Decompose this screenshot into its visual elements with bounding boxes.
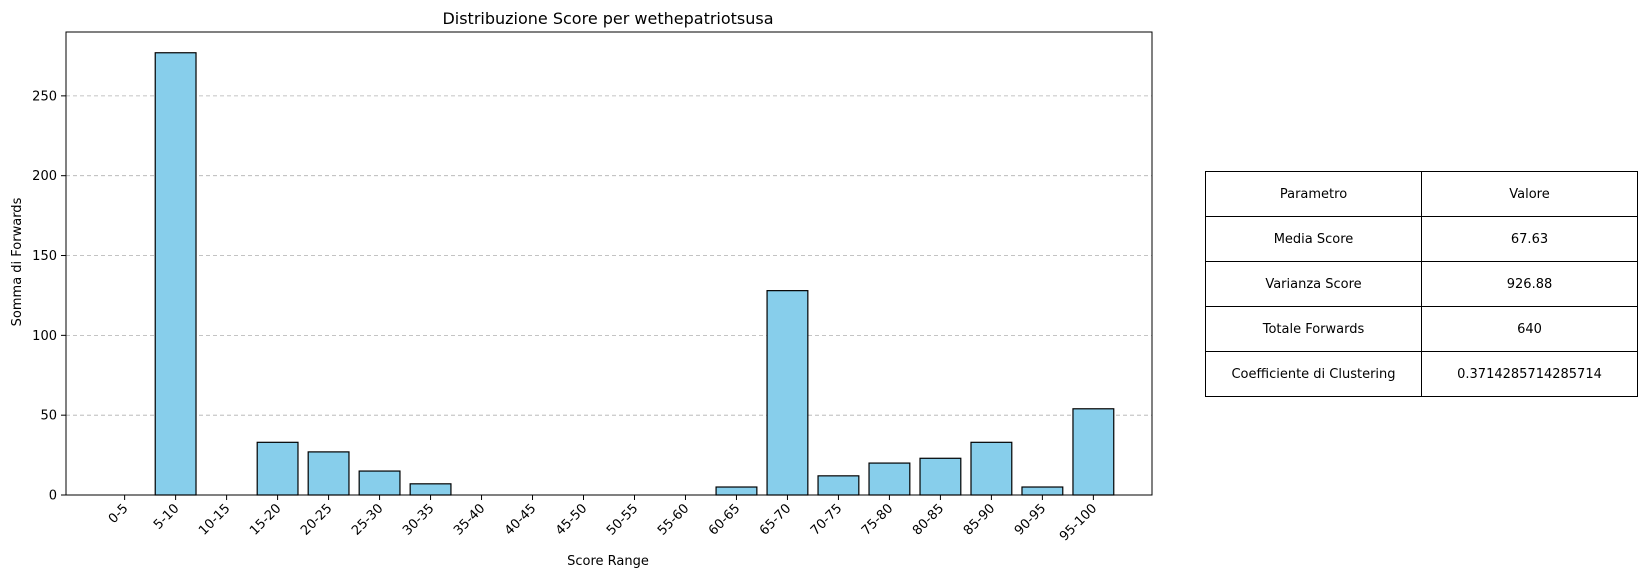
x-tick-label: 50-55 — [604, 501, 641, 538]
x-tick-label: 20-25 — [298, 501, 335, 538]
table-row: Coefficiente di Clustering 0.37142857142… — [1205, 351, 1638, 397]
plot-frame — [65, 31, 1153, 496]
table-cell-value: 640 — [1421, 306, 1638, 352]
bar-65-70 — [766, 290, 809, 496]
table-row: Totale Forwards 640 — [1205, 306, 1638, 352]
x-tick-label: 95-100 — [1057, 501, 1100, 544]
x-tick-label: 70-75 — [808, 501, 845, 538]
x-tick-label: 35-40 — [451, 501, 488, 538]
bar-80-85 — [919, 457, 962, 496]
bar-30-35 — [409, 483, 452, 496]
bar-25-30 — [358, 470, 401, 496]
bar-70-75 — [817, 475, 860, 496]
y-tick-label: 250 — [32, 89, 57, 104]
x-tick-label: 55-60 — [655, 501, 692, 538]
table-cell-parameter: Totale Forwards — [1205, 306, 1422, 352]
y-tick-label: 50 — [40, 409, 57, 424]
table-cell-value: 67.63 — [1421, 216, 1638, 262]
x-tick-label: 80-85 — [910, 501, 947, 538]
bar-95-100 — [1072, 408, 1115, 496]
y-axis-ticks: 0 50 100 150 200 250 — [32, 89, 66, 504]
table-row: Varianza Score 926.88 — [1205, 261, 1638, 307]
x-tick-label: 60-65 — [706, 501, 743, 538]
x-tick-label: 45-50 — [553, 501, 590, 538]
x-tick-label: 90-95 — [1012, 501, 1049, 538]
bar-20-25 — [307, 451, 350, 496]
x-tick-label: 40-45 — [502, 501, 539, 538]
y-tick-label: 100 — [32, 329, 57, 344]
x-tick-label: 10-15 — [196, 501, 233, 538]
bar-60-65 — [715, 486, 758, 496]
table-cell-parameter: Coefficiente di Clustering — [1205, 351, 1422, 397]
y-axis-title: Somma di Forwards — [10, 197, 25, 326]
bar-chart: 0 50 100 150 200 250 0-5 5-10 10-15 15-20 20-25 25… — [10, 9, 1153, 569]
x-tick-label: 75-80 — [859, 501, 896, 538]
y-tick-label: 200 — [32, 169, 57, 184]
bar-15-20 — [256, 441, 299, 496]
grid-lines — [66, 95, 1152, 416]
y-tick-label: 0 — [49, 489, 57, 504]
table-header-cell: Parametro — [1205, 171, 1422, 217]
y-tick-label: 150 — [32, 249, 57, 264]
bar-90-95 — [1021, 486, 1064, 496]
x-tick-label: 30-35 — [400, 501, 437, 538]
x-tick-label: 25-30 — [349, 501, 386, 538]
table-cell-value: 926.88 — [1421, 261, 1638, 307]
bar-75-80 — [868, 462, 911, 496]
x-axis-ticks: 0-5 5-10 10-15 15-20 20-25 25-30 30-35 35-40 40-… — [106, 495, 1100, 544]
bars — [154, 52, 1115, 496]
bar-85-90 — [970, 441, 1013, 496]
x-tick-label: 15-20 — [247, 501, 284, 538]
table-cell-parameter: Varianza Score — [1205, 261, 1422, 307]
stats-table: Parametro Valore Media Score 67.63 Varia… — [1205, 171, 1638, 397]
x-tick-label: 5-10 — [151, 501, 182, 532]
x-tick-label: 0-5 — [106, 501, 132, 527]
chart-title: Distribuzione Score per wethepatriotsusa — [442, 9, 773, 28]
table-cell-value: 0.3714285714285714 — [1421, 351, 1638, 397]
x-tick-label: 85-90 — [961, 501, 998, 538]
x-tick-label: 65-70 — [757, 501, 794, 538]
bar-5-10 — [154, 52, 197, 496]
table-header-row: Parametro Valore — [1205, 171, 1638, 217]
table-row: Media Score 67.63 — [1205, 216, 1638, 262]
table-cell-parameter: Media Score — [1205, 216, 1422, 262]
table-header-cell: Valore — [1421, 171, 1638, 217]
x-axis-title: Score Range — [567, 554, 649, 569]
